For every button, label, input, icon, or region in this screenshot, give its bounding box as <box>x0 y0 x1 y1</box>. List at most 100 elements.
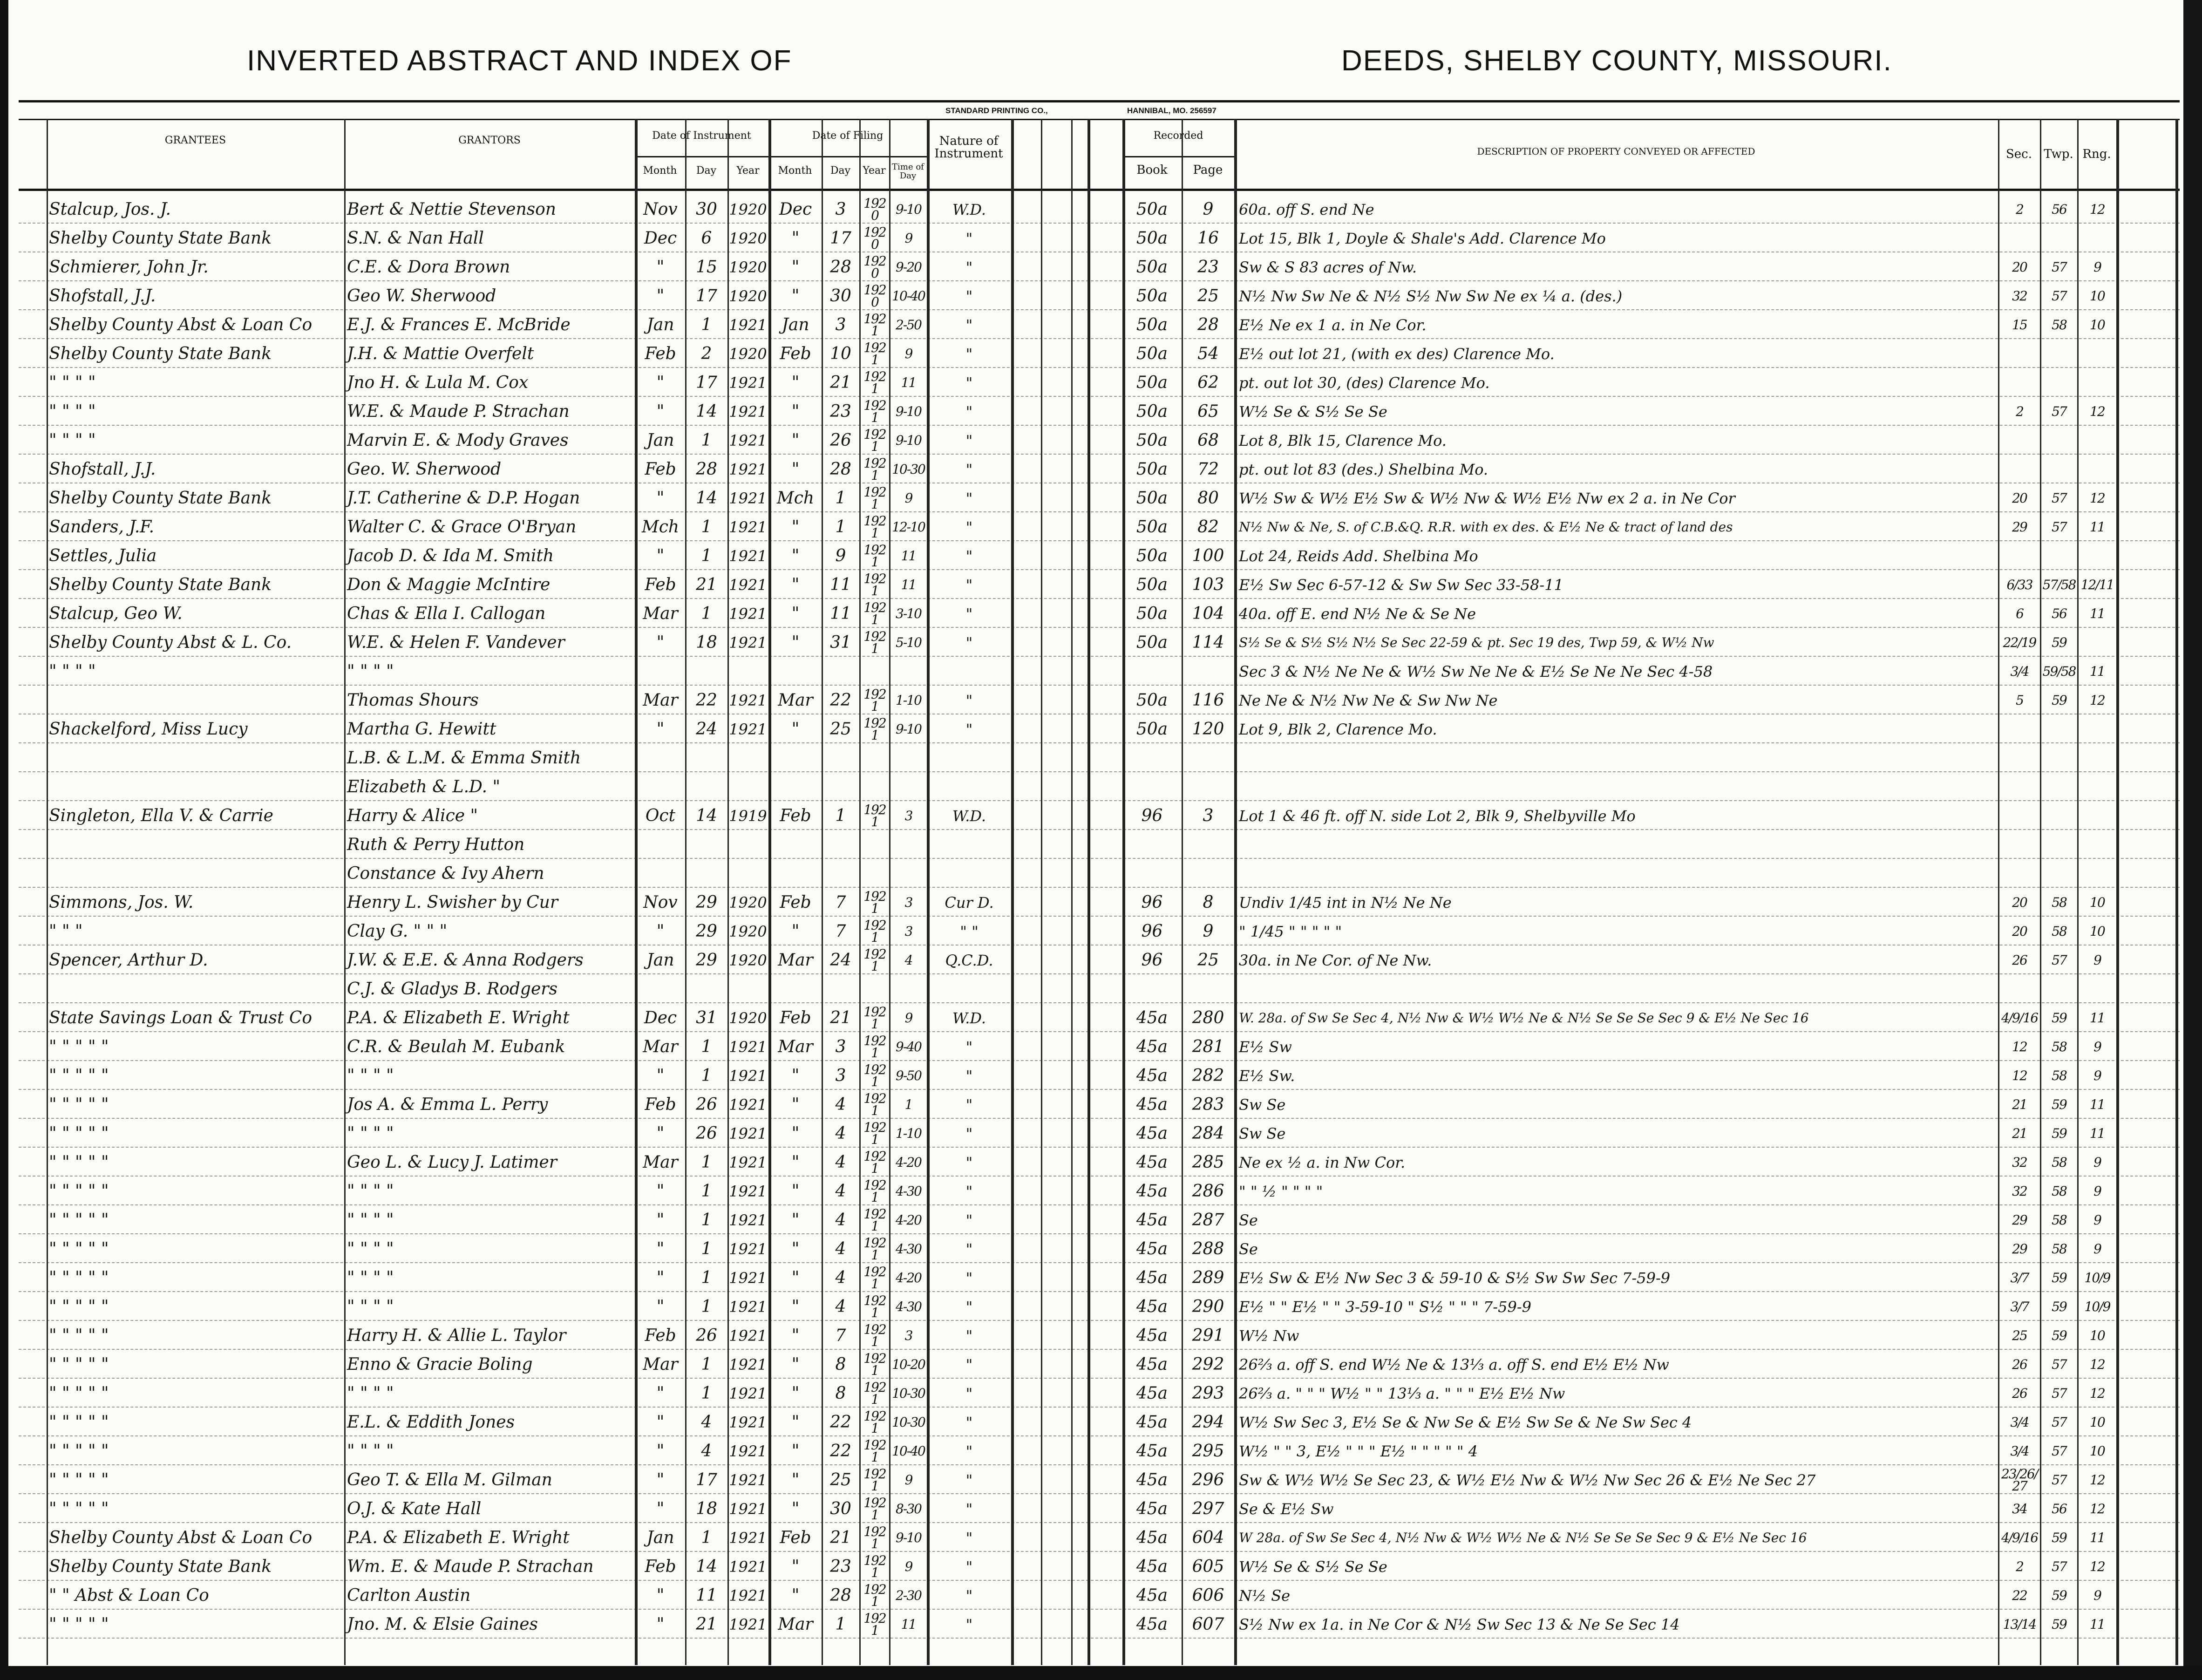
file-month-cell <box>770 659 821 685</box>
description-cell: " 1/45 " " " " " <box>1239 923 1342 940</box>
rng-cell: 10 <box>2090 317 2106 333</box>
inst-day-cell: 1 <box>701 1066 712 1085</box>
file-day-cell: 8 <box>835 1355 846 1374</box>
book-cell: 45a <box>1136 1153 1168 1172</box>
file-month-cell: Feb <box>780 806 811 825</box>
page-cell: 282 <box>1192 1066 1224 1085</box>
file-month-cell: Feb <box>780 893 811 912</box>
file-year-cell: 1921 <box>863 1466 886 1494</box>
grantee-cell: " " " " " <box>49 1153 109 1172</box>
inst-month-cell: Feb <box>645 344 676 363</box>
ledger-row: Constance & Ivy Ahern <box>19 858 2180 888</box>
description-cell: Se <box>1239 1211 1258 1229</box>
rng-cell <box>2079 225 2115 252</box>
time-of-day-cell <box>890 774 926 800</box>
rng-cell <box>2079 861 2115 887</box>
inst-day-cell: 24 <box>696 720 717 739</box>
book-cell: 45a <box>1136 1413 1168 1432</box>
inst-month-cell: " <box>656 1182 665 1201</box>
rng-cell: 11 <box>2090 1126 2106 1141</box>
grantee-cell: Shelby County State Bank <box>49 229 272 248</box>
grantee-cell: " " " " " <box>49 1124 109 1143</box>
twp-cell: 57 <box>2052 259 2067 275</box>
twp-cell: 58 <box>2052 1183 2067 1199</box>
file-year-cell: 1921 <box>863 513 886 541</box>
recorded-subheader-rule <box>1122 156 1234 157</box>
inst-day-cell: 1 <box>701 315 712 334</box>
file-day-cell: 8 <box>835 1384 846 1403</box>
inst-day-cell: 26 <box>696 1124 717 1143</box>
description-cell: W. 28a. of Sw Se Sec 4, N½ Nw & W½ W½ Ne… <box>1239 1010 1809 1026</box>
inst-month-cell: " <box>656 1384 665 1403</box>
column-rule <box>1087 119 1090 1665</box>
column-rule <box>927 119 930 1665</box>
inst-day-cell <box>686 774 727 800</box>
sec-cell: 34 <box>2012 1501 2028 1517</box>
header-page: Page <box>1193 163 1223 177</box>
rng-cell: 9 <box>2093 1241 2102 1257</box>
inst-day-cell: 18 <box>696 633 717 652</box>
ledger-row: " " " " " " " " " " 1 1921 " 8 1921 10-30 " 45a 293… <box>19 1378 2180 1408</box>
file-year-cell: 1921 <box>863 1062 886 1089</box>
twp-cell: 57 <box>2052 1443 2067 1459</box>
file-day-cell: 28 <box>830 258 851 277</box>
grantor-cell: E.J. & Frances E. McBride <box>347 315 571 334</box>
file-day-cell: 28 <box>830 460 851 479</box>
nature-cell: Cur D. <box>945 894 994 911</box>
nature-cell: " <box>965 490 973 507</box>
page-cell: 297 <box>1192 1499 1224 1518</box>
nature-cell: " <box>965 1125 973 1143</box>
inst-month-cell: Nov <box>643 893 678 912</box>
twp-cell: 59 <box>2052 1617 2067 1632</box>
inst-month-cell: Feb <box>645 1557 676 1576</box>
sec-cell <box>2000 803 2039 829</box>
nature-cell: " <box>965 1154 973 1171</box>
file-year-cell: 1921 <box>863 1553 886 1580</box>
inst-day-cell: 1 <box>701 1037 712 1056</box>
nature-cell: " <box>965 1442 973 1460</box>
file-month-cell: " <box>791 1384 800 1403</box>
file-day-cell: 25 <box>830 720 851 739</box>
description-cell: E½ Sw Sec 6-57-12 & Sw Sw Sec 33-58-11 <box>1239 576 1563 594</box>
nature-cell: " <box>965 1385 973 1402</box>
description-cell: Lot 24, Reids Add. Shelbina Mo <box>1239 547 1478 565</box>
column-rule <box>859 119 861 1665</box>
inst-year-cell: 1920 <box>729 952 767 969</box>
file-day-cell: 21 <box>830 1008 851 1027</box>
file-month-cell: " <box>791 1499 800 1518</box>
inst-day-cell: 29 <box>696 893 717 912</box>
file-day-cell: 4 <box>835 1211 846 1230</box>
file-day-cell: 21 <box>830 1528 851 1547</box>
page-cell: 290 <box>1192 1297 1224 1316</box>
inst-month-cell: " <box>656 1297 665 1316</box>
file-year-cell: 1921 <box>863 398 886 425</box>
column-header-top-rule <box>19 119 2180 120</box>
grantee-cell: " " " " " <box>49 1268 109 1287</box>
file-year-cell: 1920 <box>863 224 886 252</box>
page-cell: 295 <box>1192 1442 1224 1461</box>
ledger-row: Shelby County Abst & L. Co. W.E. & Helen … <box>19 627 2180 657</box>
sec-cell: 4/9/16 <box>2001 1010 2039 1026</box>
description-cell: N½ Nw Sw Ne & N½ S½ Nw Sw Ne ex ¼ a. (de… <box>1239 287 1623 305</box>
book-cell <box>1123 745 1181 771</box>
nature-cell: " <box>965 1558 973 1576</box>
description-cell: S½ Nw ex 1a. in Ne Cor & N½ Sw Sec 13 & … <box>1239 1616 1680 1633</box>
description-cell <box>1239 861 1993 887</box>
rng-cell: 9 <box>2093 1068 2102 1083</box>
book-cell: 50a <box>1136 517 1168 537</box>
rng-cell: 12 <box>2090 693 2106 708</box>
file-year-cell: 1921 <box>863 571 886 599</box>
file-month-cell: Mar <box>778 1615 813 1634</box>
grantee-cell: Schmierer, John Jr. <box>49 258 209 277</box>
page-cell <box>1183 659 1234 685</box>
rng-cell <box>2079 832 2115 858</box>
header-nature-of-instrument: Nature of Instrument <box>934 134 1003 161</box>
grantee-cell: Stalcup, Geo W. <box>49 604 183 623</box>
inst-month-cell <box>636 745 685 771</box>
ledger-row: " " " " " " " " " " 26 1921 " 4 1921 1-10 " 45a 284… <box>19 1118 2180 1148</box>
column-rule <box>727 119 729 1665</box>
inst-month-cell: " <box>656 1124 665 1143</box>
inst-day-cell: 1 <box>701 546 712 565</box>
twp-cell <box>2042 774 2076 800</box>
nature-cell: " <box>965 1327 973 1345</box>
